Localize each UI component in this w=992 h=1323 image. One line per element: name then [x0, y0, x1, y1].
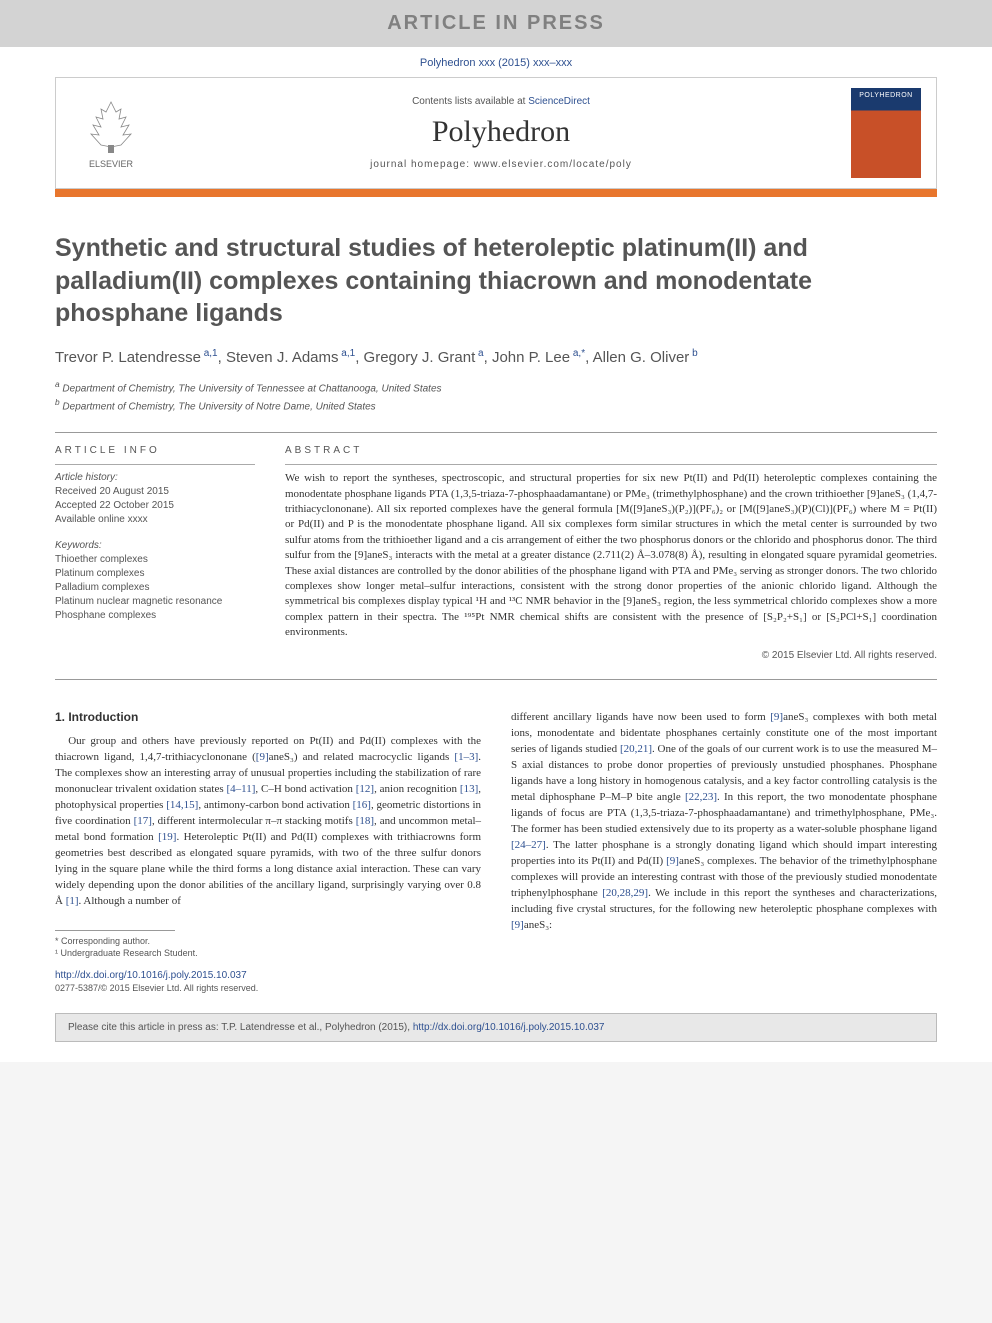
author: Allen G. Oliver b [593, 349, 698, 366]
author-sup: b [689, 348, 697, 359]
citation-ref[interactable]: [20,21] [620, 743, 652, 755]
author-sup: a,1 [201, 348, 218, 359]
citation-ref[interactable]: [12] [356, 783, 374, 795]
author-sup: a,1 [339, 348, 356, 359]
journal-name: Polyhedron [171, 115, 831, 149]
citation-ref[interactable]: [19] [158, 831, 176, 843]
issn-copyright-line: 0277-5387/© 2015 Elsevier Ltd. All right… [55, 983, 481, 993]
section-heading-intro: 1. Introduction [55, 710, 481, 724]
corresponding-author-footnote: * Corresponding author. [55, 935, 481, 948]
footnote-rule [55, 930, 175, 931]
citation-ref[interactable]: [17] [134, 815, 152, 827]
abstract-copyright: © 2015 Elsevier Ltd. All rights reserved… [285, 650, 937, 661]
journal-homepage[interactable]: journal homepage: www.elsevier.com/locat… [171, 159, 831, 170]
citation-ref[interactable]: [18] [356, 815, 374, 827]
undergrad-footnote: ¹ Undergraduate Research Student. [55, 947, 481, 960]
citation-ref[interactable]: [9] [256, 751, 269, 763]
author-sup: a,* [570, 348, 585, 359]
keyword: Thioether complexes [55, 553, 255, 567]
divider [55, 432, 937, 433]
elsevier-logo: ELSEVIER [71, 88, 151, 178]
history-label: Article history: [55, 471, 255, 485]
keyword: Palladium complexes [55, 581, 255, 595]
journal-cover-thumbnail: POLYHEDRON [851, 88, 921, 178]
article-info-column: ARTICLE INFO Article history: Received 2… [55, 445, 255, 661]
body-column-right: different ancillary ligands have now bee… [511, 710, 937, 993]
citation-ref[interactable]: [16] [353, 799, 371, 811]
body-column-left: 1. Introduction Our group and others hav… [55, 710, 481, 993]
affiliation: b Department of Chemistry, The Universit… [55, 396, 937, 414]
citation-ref[interactable]: [4–11] [226, 783, 255, 795]
abstract-heading: ABSTRACT [285, 445, 937, 456]
citation-ref[interactable]: [22,23] [685, 791, 717, 803]
elsevier-text: ELSEVIER [89, 159, 133, 169]
affiliations: a Department of Chemistry, The Universit… [55, 378, 937, 415]
article-info-heading: ARTICLE INFO [55, 445, 255, 456]
citation-ref[interactable]: [14,15] [166, 799, 198, 811]
doi-link[interactable]: http://dx.doi.org/10.1016/j.poly.2015.10… [55, 970, 481, 981]
article-in-press-banner: ARTICLE IN PRESS [0, 0, 992, 47]
keywords-block: Keywords: Thioether complexesPlatinum co… [55, 539, 255, 623]
orange-divider-bar [55, 189, 937, 197]
article-title: Synthetic and structural studies of hete… [55, 232, 937, 330]
author-list: Trevor P. Latendresse a,1, Steven J. Ada… [55, 348, 937, 366]
divider [55, 464, 255, 465]
citation-ref[interactable]: [24–27] [511, 839, 546, 851]
history-line: Received 20 August 2015 [55, 485, 255, 499]
citation-ref[interactable]: [13] [460, 783, 478, 795]
article-history: Article history: Received 20 August 2015… [55, 471, 255, 527]
cite-doi-link[interactable]: http://dx.doi.org/10.1016/j.poly.2015.10… [413, 1022, 605, 1033]
cite-prefix: Please cite this article in press as: T.… [68, 1022, 413, 1033]
elsevier-tree-icon [81, 97, 141, 157]
divider [55, 679, 937, 680]
author: John P. Lee a,* [492, 349, 585, 366]
citation-ref[interactable]: [1] [66, 895, 79, 907]
citation-box: Please cite this article in press as: T.… [55, 1013, 937, 1042]
history-line: Accepted 22 October 2015 [55, 499, 255, 513]
sciencedirect-link[interactable]: ScienceDirect [528, 96, 590, 107]
citation-ref[interactable]: [9] [666, 855, 679, 867]
cover-title: POLYHEDRON [851, 92, 921, 99]
affiliation: a Department of Chemistry, The Universit… [55, 378, 937, 396]
divider [285, 464, 937, 465]
author: Gregory J. Grant a [364, 349, 484, 366]
citation-ref[interactable]: [9] [770, 711, 783, 723]
citation-header: Polyhedron xxx (2015) xxx–xxx [0, 47, 992, 77]
abstract-text: We wish to report the syntheses, spectro… [285, 471, 937, 640]
journal-header: ELSEVIER Contents lists available at Sci… [55, 77, 937, 189]
keyword: Platinum nuclear magnetic resonance [55, 595, 255, 609]
footnotes: * Corresponding author. ¹ Undergraduate … [55, 930, 481, 960]
keyword: Platinum complexes [55, 567, 255, 581]
history-line: Available online xxxx [55, 513, 255, 527]
author-sup: a [475, 348, 483, 359]
abstract-column: ABSTRACT We wish to report the syntheses… [285, 445, 937, 661]
keyword: Phosphane complexes [55, 609, 255, 623]
citation-ref[interactable]: [9] [511, 919, 524, 931]
citation-ref[interactable]: [20,28,29] [602, 887, 648, 899]
body-paragraph: different ancillary ligands have now bee… [511, 710, 937, 933]
citation-ref[interactable]: [1–3] [454, 751, 478, 763]
body-paragraph: Our group and others have previously rep… [55, 734, 481, 909]
author: Steven J. Adams a,1 [226, 349, 355, 366]
contents-prefix: Contents lists available at [412, 96, 528, 107]
keywords-label: Keywords: [55, 539, 255, 553]
contents-line: Contents lists available at ScienceDirec… [171, 96, 831, 107]
author: Trevor P. Latendresse a,1 [55, 349, 218, 366]
